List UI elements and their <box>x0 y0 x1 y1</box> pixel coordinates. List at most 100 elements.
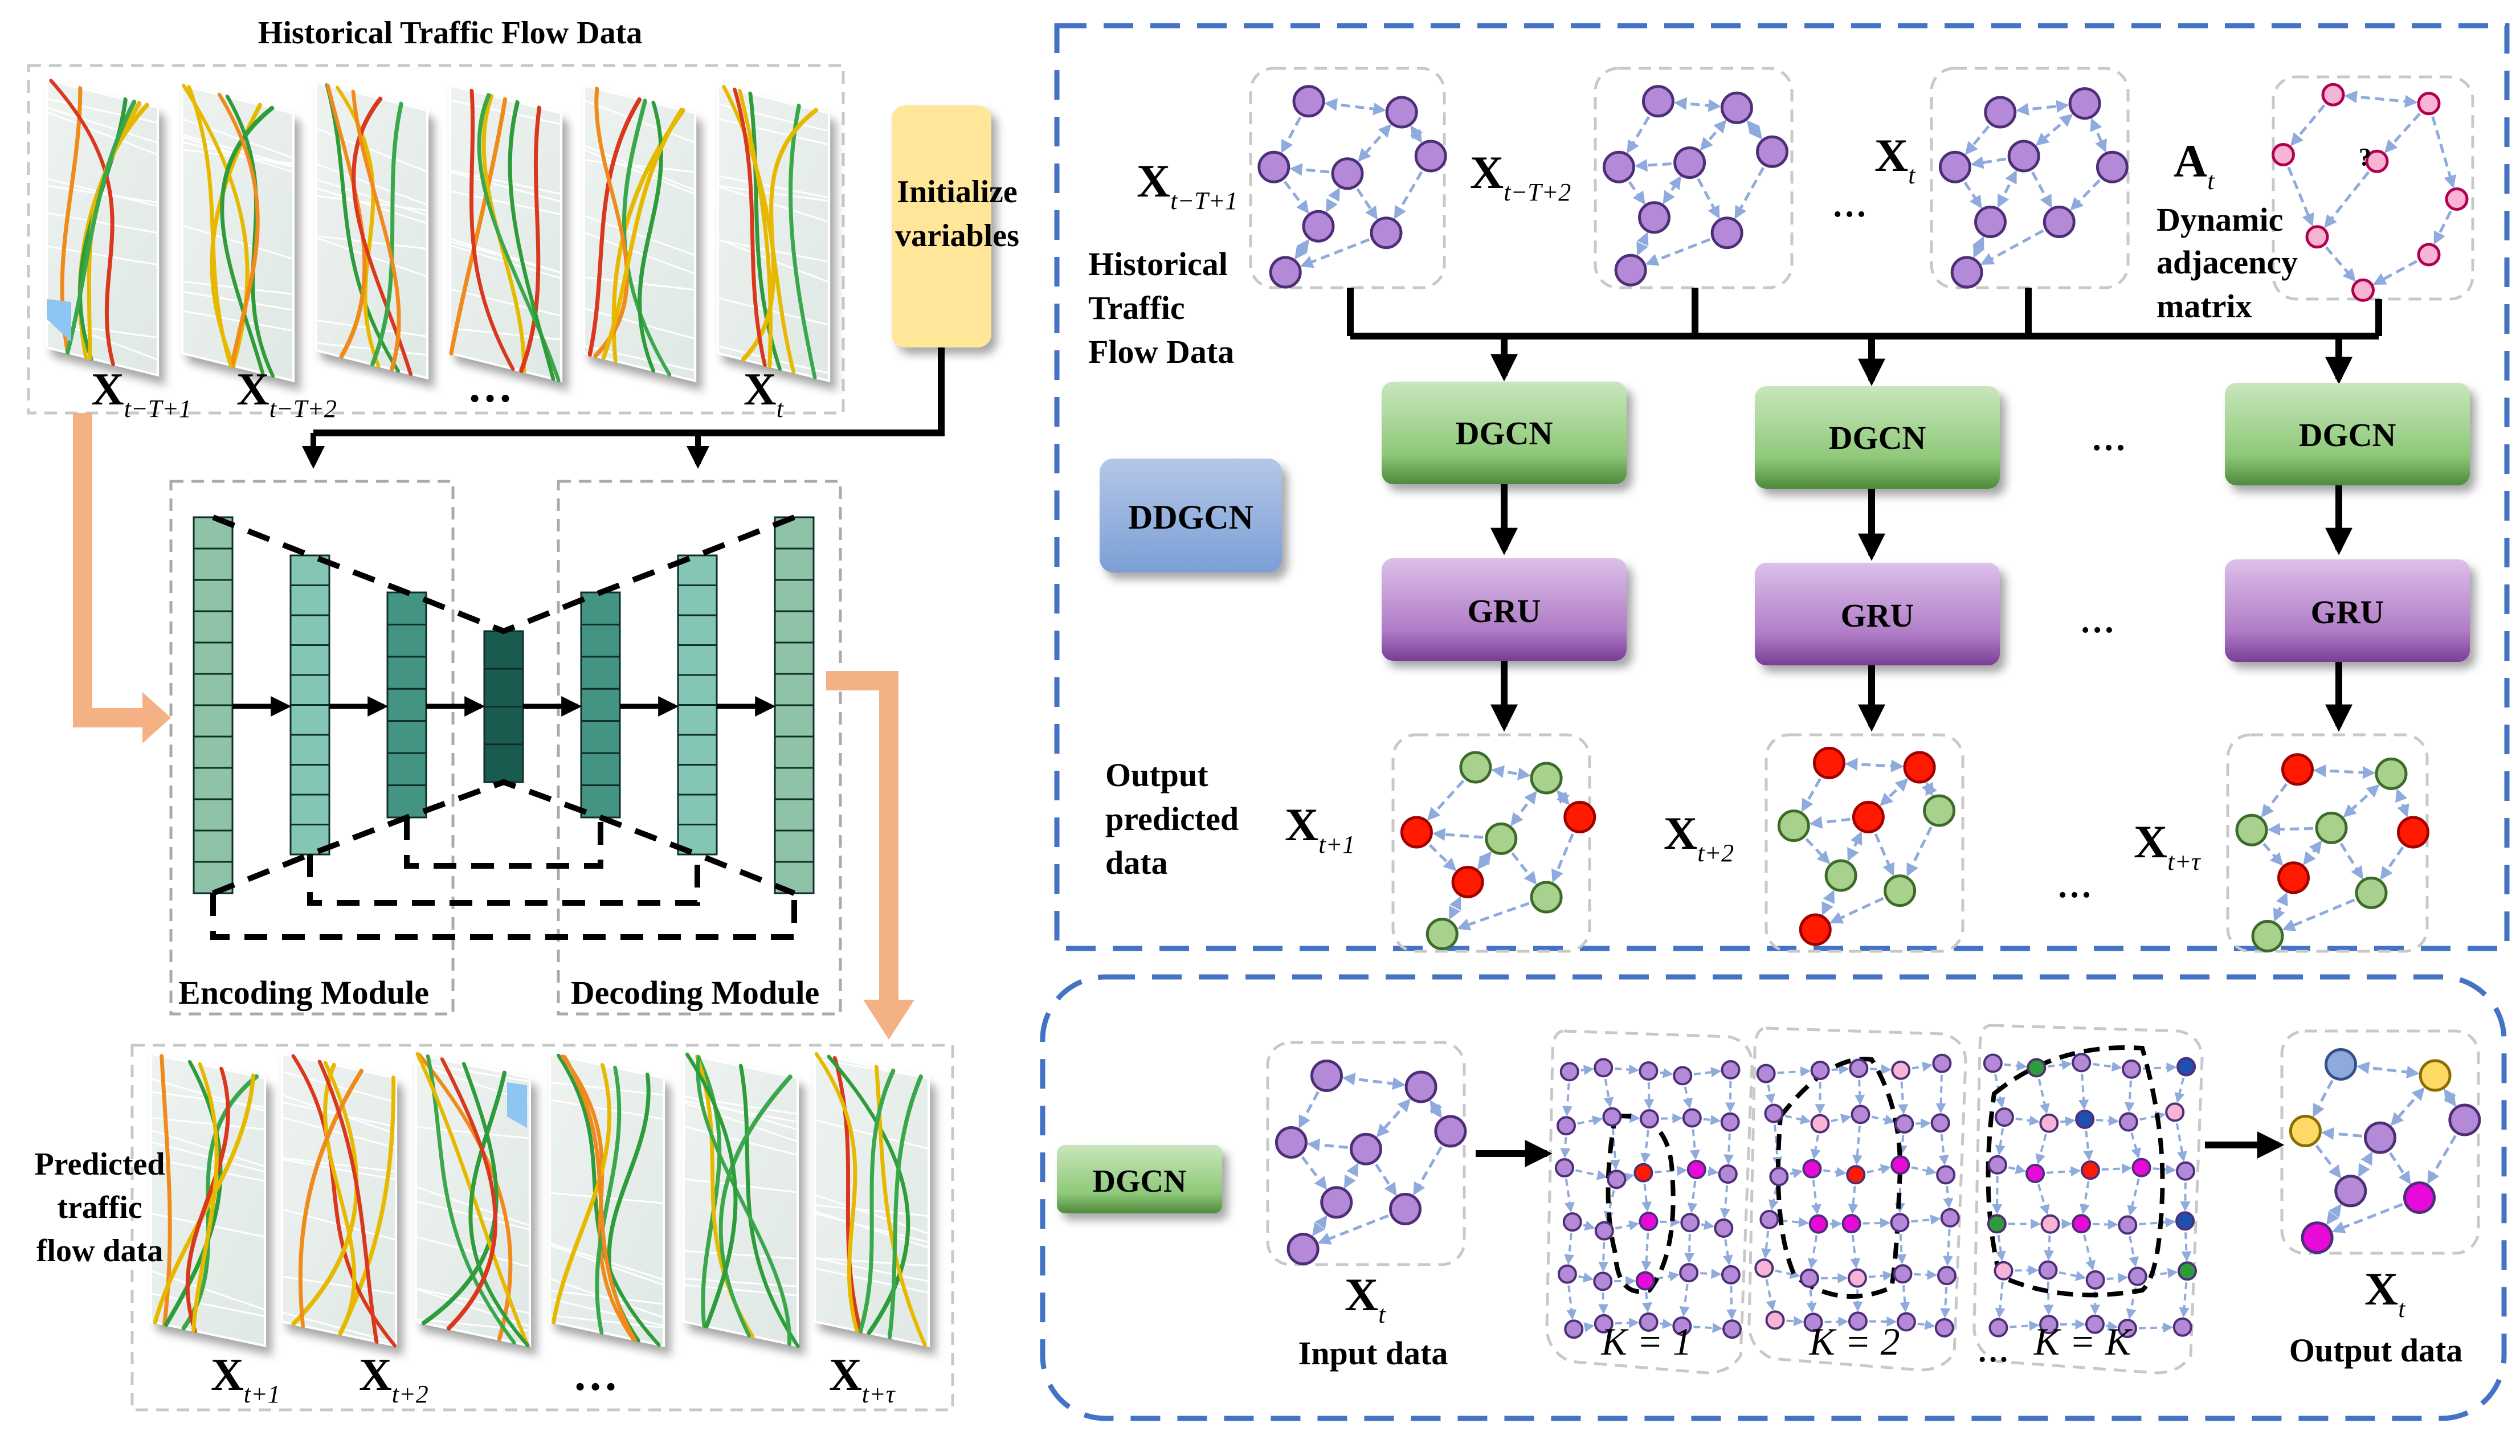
input-map-street <box>182 310 294 332</box>
hist-graph-1 <box>1249 67 1447 289</box>
input-map-street <box>717 118 830 146</box>
hop-node <box>1932 1053 1952 1073</box>
graph-node <box>2403 1181 2436 1214</box>
decoding-module-label: Decoding Module <box>571 974 820 1011</box>
output-map-road <box>696 1055 791 1346</box>
graph-node <box>2301 1221 2334 1254</box>
graph-node <box>2325 1048 2357 1081</box>
hop-node <box>1983 1053 2003 1073</box>
graph-edge <box>2343 784 2380 817</box>
hop-edge <box>1583 1322 1595 1332</box>
hop-edge <box>2179 1282 2190 1318</box>
graph-edge <box>1556 790 1570 805</box>
graph-edge <box>2443 1088 2457 1107</box>
autoencoder-cell <box>483 630 524 670</box>
left-panel: Historical Traffic Flow Data Xt−T+1 Xt−T… <box>27 15 1019 1412</box>
out-graph-label-tau: Xt+τ <box>2134 816 2202 876</box>
hop-edge <box>1577 1115 1603 1126</box>
graph-edge <box>2356 1061 2420 1079</box>
hop-node <box>2039 1315 2059 1335</box>
autoencoder-cell <box>289 584 330 616</box>
output-map-road <box>323 1062 357 1336</box>
graph-edge <box>1634 158 1672 172</box>
dgcn-block-2-label: DGCN <box>1829 419 1926 456</box>
hop-node <box>1799 1268 1819 1288</box>
input-map-road <box>370 101 403 367</box>
graph-node <box>2281 753 2314 786</box>
hop-node <box>2118 1215 2138 1235</box>
input-map-road <box>733 87 767 367</box>
hop-edge <box>1682 1086 1693 1109</box>
hop-node <box>1987 1155 2007 1175</box>
output-map-road <box>415 1052 530 1348</box>
graph-node <box>1434 1115 1467 1148</box>
input-frames-box <box>27 64 845 415</box>
graph-edge <box>2433 210 2452 245</box>
hop-edge <box>1598 1242 1609 1272</box>
hop-edge <box>1850 1234 1861 1269</box>
hop-node <box>1803 1312 1823 1332</box>
graph-node <box>1638 201 1671 234</box>
output-map-1 <box>150 1052 266 1347</box>
graph-edge <box>2313 1079 2334 1118</box>
output-map-road <box>338 1075 396 1336</box>
output-map-road <box>468 1070 530 1348</box>
graph-edge <box>1628 181 1645 205</box>
hop-edge <box>1917 1319 1935 1330</box>
init-connector <box>313 347 945 436</box>
output-map-road <box>153 1073 256 1325</box>
input-map-road <box>508 100 556 381</box>
graph-edge <box>2313 764 2376 779</box>
hop-node <box>1893 1264 1913 1284</box>
graph-node <box>1275 1126 1308 1159</box>
graph-edge <box>2016 100 2069 116</box>
hop-node <box>1682 1108 1702 1128</box>
dgcn-output-graph <box>2280 1029 2481 1255</box>
graph-edge <box>1300 238 1370 268</box>
hop-edge <box>2015 1115 2040 1126</box>
graph-edge <box>2324 171 2370 228</box>
hop-node <box>1721 1060 1741 1080</box>
graph-edge <box>1829 897 1884 924</box>
graph-edge <box>1324 98 1386 116</box>
hop-edge <box>1912 1061 1933 1072</box>
hist-graph-label-1: Xt−T+1 <box>1137 155 1237 215</box>
output-map-road <box>595 1065 622 1335</box>
input-map-4 <box>449 84 562 383</box>
input-map-road <box>217 92 260 368</box>
hop-edge <box>1871 1114 1896 1125</box>
graph-node <box>2417 92 2441 116</box>
hop-edge <box>2060 1116 2076 1127</box>
output-map-street <box>814 1119 929 1150</box>
hop-node <box>2080 1160 2100 1180</box>
hop-edge <box>2124 1080 2135 1113</box>
autoencoder-cell <box>289 794 330 825</box>
ddgcn-dgcn-blocks: DGCN DGCN DGCN … <box>1382 382 2470 489</box>
graph-node <box>1984 96 2017 129</box>
hop-edge <box>2092 1061 2122 1072</box>
encoding-module-frame <box>169 480 455 1016</box>
orange-arrowhead-out <box>863 1000 914 1040</box>
hop-node <box>1937 1266 1957 1286</box>
output-map-street <box>549 1298 664 1327</box>
hop-node <box>1994 1261 2013 1281</box>
autoencoder-cell <box>289 674 330 706</box>
autoencoder-cell <box>483 706 524 746</box>
graph-node <box>1812 746 1845 779</box>
hop-edge <box>1720 1185 1730 1219</box>
hop-node <box>1940 1208 1960 1228</box>
output-map-road <box>887 1074 923 1340</box>
graph-node <box>2334 1175 2367 1208</box>
graph-edge <box>1491 765 1531 780</box>
graph-node <box>2448 1103 2481 1136</box>
ddgcn-panel: ? Xt−T+1 Xt−T+2 … Xt At Historical Traff… <box>1054 23 2510 953</box>
graph-node <box>2289 1115 2322 1147</box>
graph-edge <box>1906 826 1933 877</box>
graph-edge <box>1746 120 1763 140</box>
output-map-street <box>150 1116 266 1131</box>
hop-edge <box>1564 1179 1575 1213</box>
hop-node <box>1808 1214 1828 1234</box>
hop-node <box>1936 1165 1956 1185</box>
input-map-road <box>65 99 137 355</box>
graph-edge <box>1429 1099 1443 1119</box>
